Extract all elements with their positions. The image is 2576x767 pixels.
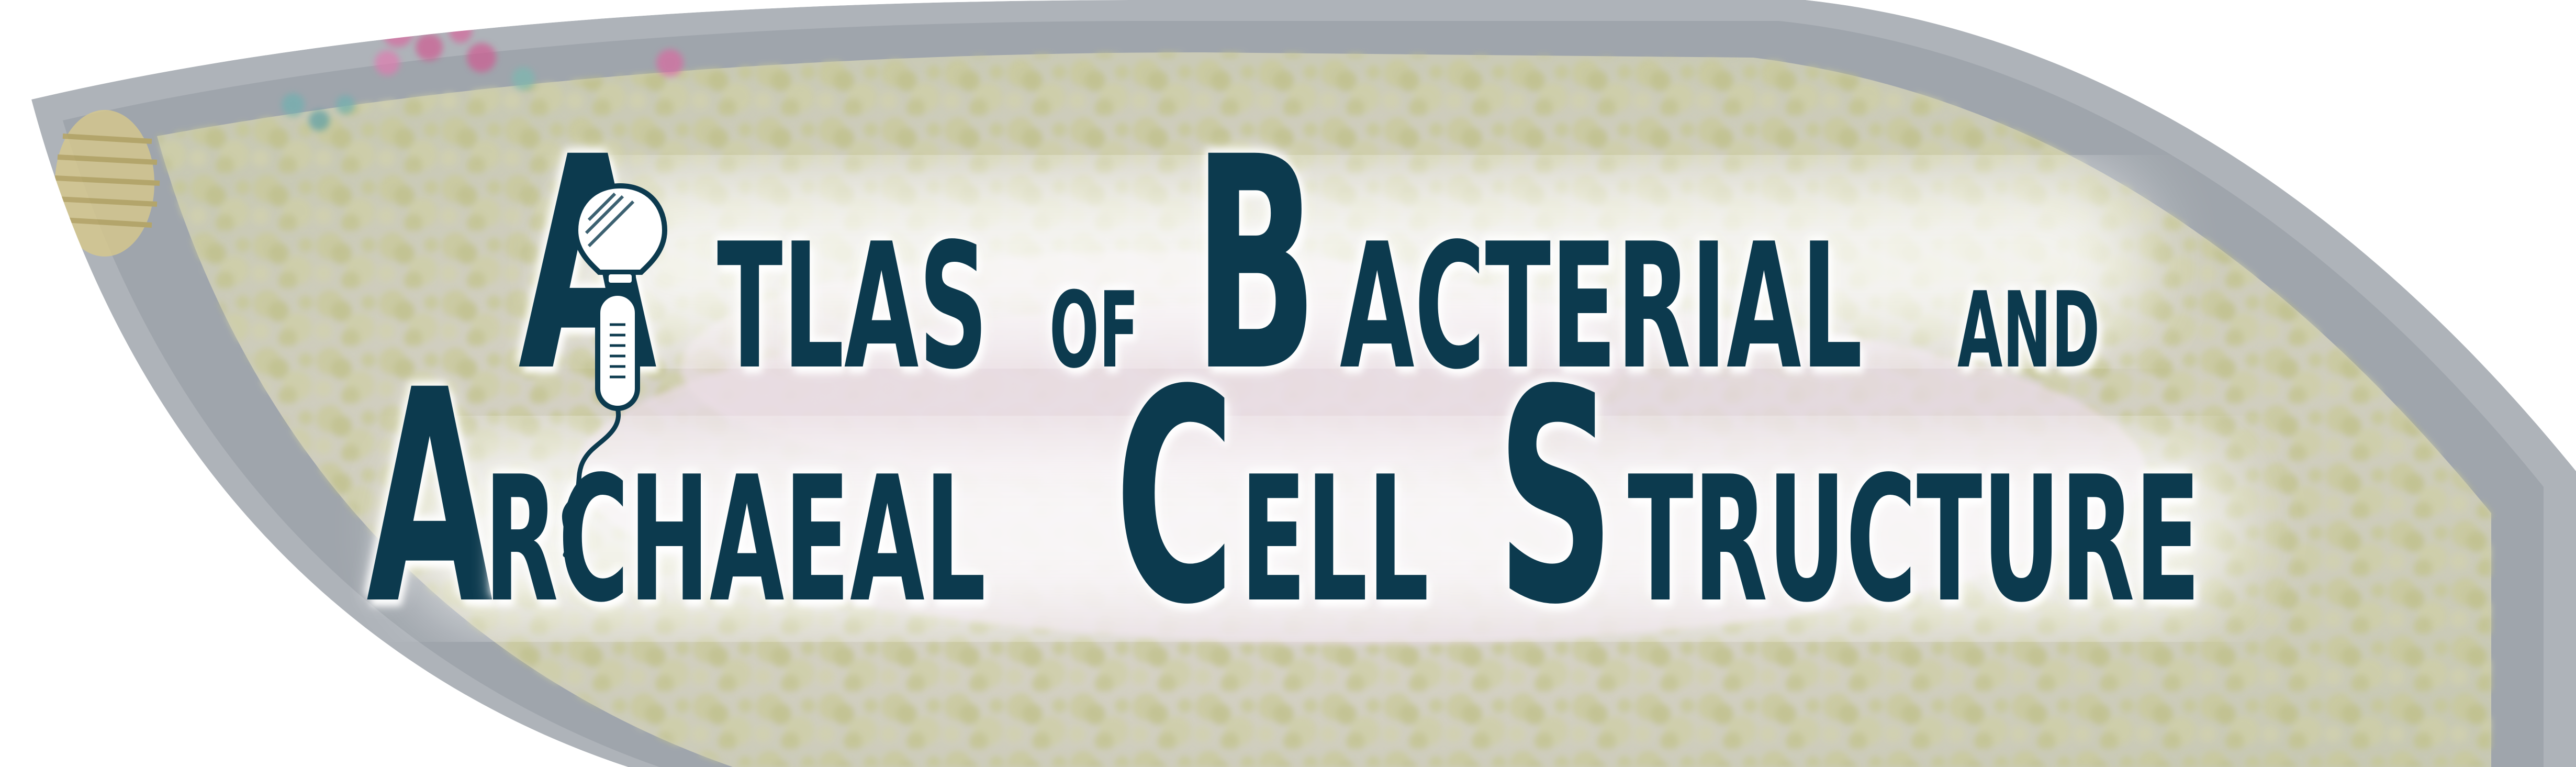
title-word-archaeal-cap: A (366, 328, 494, 669)
title-word-of: OF (1049, 270, 1139, 392)
flagellum-icon (562, 406, 621, 558)
title-word-bacterial: ACTERIAL (1340, 206, 1863, 408)
title-word-and: AND (1957, 270, 2100, 392)
title-word-atlas: TLAS (717, 206, 988, 408)
title-word-structure-cap: S (1497, 328, 1615, 669)
title-word-bacterial-cap: B (1193, 95, 1318, 436)
rod-cell-icon (595, 291, 640, 411)
flagellar-motor (54, 110, 160, 257)
title-word-cell-cap: C (1115, 328, 1235, 669)
title-word-cell: ELL (1240, 439, 1429, 641)
title-word-structure: TRUCTURE (1628, 439, 2200, 641)
